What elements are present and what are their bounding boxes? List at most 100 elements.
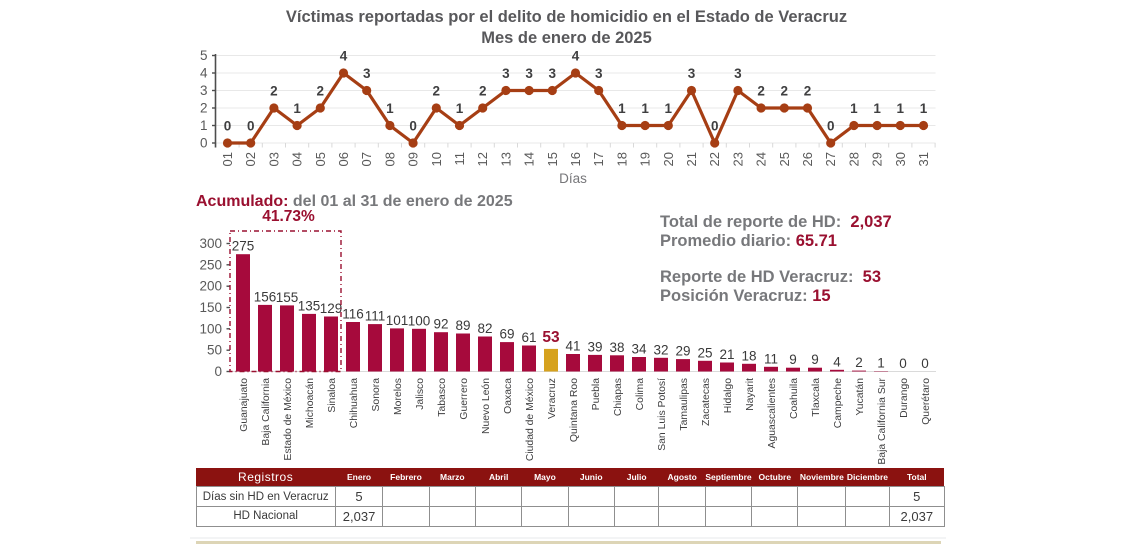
svg-text:27: 27	[823, 152, 838, 166]
svg-text:39: 39	[587, 339, 602, 354]
svg-text:Nuevo León: Nuevo León	[481, 378, 492, 434]
svg-text:2: 2	[804, 84, 812, 99]
svg-text:116: 116	[342, 307, 364, 322]
svg-text:03: 03	[266, 152, 281, 166]
svg-text:Tamaulipas: Tamaulipas	[679, 378, 690, 431]
svg-text:Tabasco: Tabasco	[437, 378, 448, 417]
svg-text:0: 0	[247, 119, 255, 134]
svg-text:3: 3	[688, 66, 696, 81]
svg-text:0: 0	[711, 119, 719, 134]
svg-text:Michoacán: Michoacán	[305, 378, 316, 428]
svg-text:22: 22	[707, 152, 722, 166]
svg-text:Nayarit: Nayarit	[745, 378, 756, 411]
svg-text:300: 300	[199, 236, 222, 251]
svg-text:16: 16	[568, 152, 583, 166]
svg-text:10: 10	[429, 152, 444, 166]
svg-text:100: 100	[199, 321, 222, 336]
svg-text:04: 04	[290, 152, 305, 166]
svg-text:Guerrero: Guerrero	[459, 378, 470, 420]
svg-text:Colima: Colima	[635, 378, 646, 411]
svg-text:111: 111	[365, 309, 386, 324]
svg-text:156: 156	[254, 289, 277, 304]
svg-text:3: 3	[200, 83, 208, 98]
svg-text:Campeche: Campeche	[833, 378, 844, 428]
svg-text:82: 82	[477, 321, 492, 336]
svg-text:2: 2	[433, 84, 441, 99]
svg-text:12: 12	[475, 152, 490, 166]
svg-text:Coahuila: Coahuila	[789, 378, 800, 419]
svg-text:29: 29	[675, 344, 690, 359]
svg-text:02: 02	[243, 152, 258, 166]
svg-text:129: 129	[320, 301, 343, 316]
svg-text:38: 38	[609, 340, 624, 355]
svg-text:92: 92	[433, 317, 448, 332]
svg-text:0: 0	[409, 119, 417, 134]
svg-text:Ciudad de México: Ciudad de México	[525, 378, 536, 461]
svg-text:1: 1	[665, 101, 673, 116]
svg-text:101: 101	[386, 313, 409, 328]
svg-text:89: 89	[455, 318, 470, 333]
svg-text:3: 3	[363, 66, 371, 81]
svg-text:31: 31	[916, 152, 931, 166]
svg-text:2: 2	[781, 84, 789, 99]
svg-text:Jalisco: Jalisco	[415, 378, 426, 410]
svg-text:Durango: Durango	[899, 378, 910, 418]
svg-text:3: 3	[549, 66, 557, 81]
svg-text:14: 14	[522, 152, 537, 166]
svg-text:1: 1	[897, 101, 905, 116]
svg-text:Oaxaca: Oaxaca	[503, 378, 514, 414]
svg-text:Zacatecas: Zacatecas	[701, 378, 712, 426]
svg-text:0: 0	[899, 356, 907, 371]
svg-text:4: 4	[200, 66, 208, 81]
svg-text:50: 50	[207, 343, 222, 358]
svg-text:3: 3	[502, 66, 510, 81]
svg-text:19: 19	[638, 152, 653, 166]
svg-text:1: 1	[293, 101, 301, 116]
svg-text:08: 08	[382, 152, 397, 166]
svg-text:41: 41	[565, 339, 580, 354]
svg-text:01: 01	[220, 152, 235, 166]
svg-text:Guanajuato: Guanajuato	[239, 378, 250, 432]
svg-text:69: 69	[499, 327, 514, 342]
svg-text:2: 2	[317, 84, 325, 99]
svg-text:11: 11	[452, 152, 467, 166]
svg-text:4: 4	[340, 49, 348, 64]
svg-text:2: 2	[479, 84, 487, 99]
svg-text:9: 9	[811, 352, 819, 367]
svg-text:200: 200	[199, 279, 222, 294]
svg-text:1: 1	[920, 101, 928, 116]
svg-text:Sonora: Sonora	[371, 378, 382, 412]
svg-text:21: 21	[684, 152, 699, 166]
svg-text:28: 28	[846, 152, 861, 166]
svg-text:18: 18	[741, 348, 756, 363]
svg-text:Sinaloa: Sinaloa	[327, 378, 338, 413]
svg-text:155: 155	[276, 290, 299, 305]
svg-text:275: 275	[232, 239, 255, 254]
svg-text:18: 18	[614, 152, 629, 166]
svg-text:29: 29	[870, 152, 885, 166]
svg-text:4: 4	[572, 49, 580, 64]
svg-text:Chihuahua: Chihuahua	[349, 378, 360, 428]
svg-text:34: 34	[631, 342, 647, 357]
svg-text:32: 32	[653, 342, 668, 357]
svg-text:1: 1	[200, 118, 208, 133]
svg-text:0: 0	[200, 136, 208, 151]
svg-text:1: 1	[386, 101, 394, 116]
svg-text:150: 150	[199, 300, 222, 315]
svg-text:Aguascalientes: Aguascalientes	[767, 378, 778, 448]
svg-text:100: 100	[408, 313, 431, 328]
svg-text:Estado de México: Estado de México	[283, 378, 294, 461]
svg-text:San Luis Potosí: San Luis Potosí	[657, 378, 668, 451]
svg-text:1: 1	[456, 101, 464, 116]
svg-text:11: 11	[764, 351, 778, 366]
svg-text:2: 2	[855, 355, 863, 370]
svg-text:Chiapas: Chiapas	[613, 378, 624, 416]
svg-text:20: 20	[661, 152, 676, 166]
svg-text:15: 15	[545, 152, 560, 166]
svg-text:1: 1	[618, 101, 626, 116]
svg-text:0: 0	[224, 119, 232, 134]
svg-text:1: 1	[850, 101, 858, 116]
svg-text:1: 1	[877, 356, 885, 371]
svg-text:53: 53	[542, 329, 560, 346]
svg-text:Días: Días	[559, 171, 587, 186]
